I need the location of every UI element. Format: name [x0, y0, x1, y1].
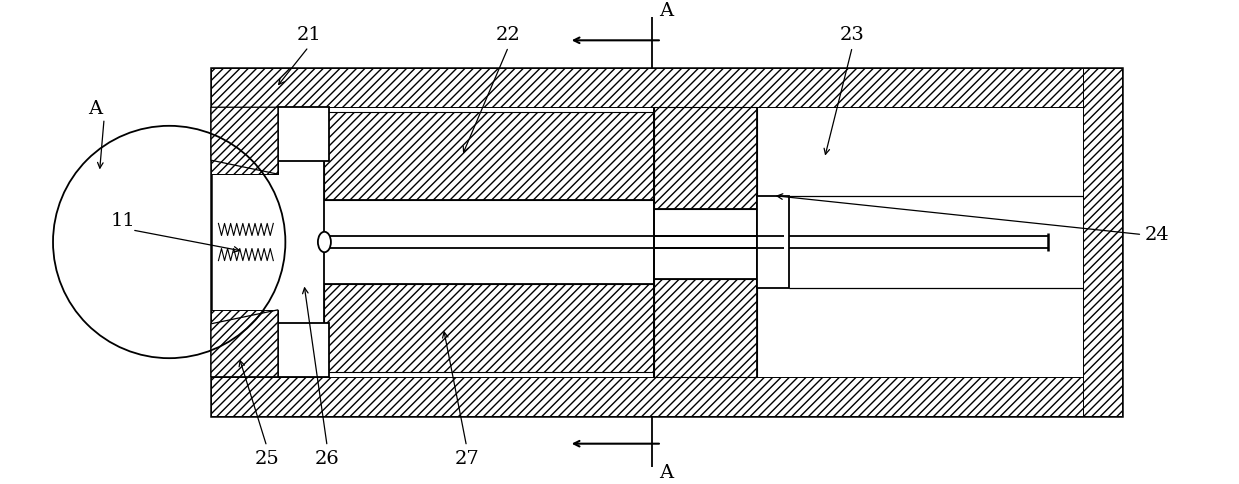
Bar: [1083, 68, 1121, 416]
Bar: [757, 196, 789, 288]
Bar: [278, 107, 330, 161]
Bar: [325, 284, 654, 372]
Text: 11: 11: [110, 212, 135, 229]
Text: 21: 21: [296, 26, 321, 44]
Text: A: A: [659, 464, 674, 482]
Polygon shape: [211, 107, 278, 174]
Bar: [211, 107, 278, 174]
Bar: [211, 377, 1121, 416]
Text: A: A: [659, 2, 674, 20]
Text: 27: 27: [455, 450, 479, 468]
Bar: [654, 279, 757, 377]
Bar: [211, 68, 1121, 416]
Ellipse shape: [318, 232, 331, 252]
Text: A: A: [88, 100, 102, 118]
Text: 23: 23: [840, 26, 865, 44]
Bar: [211, 107, 278, 174]
Bar: [211, 107, 278, 174]
Bar: [278, 323, 330, 377]
Text: 25: 25: [254, 450, 279, 468]
Bar: [325, 112, 654, 200]
Bar: [211, 310, 278, 377]
Text: 24: 24: [1145, 226, 1170, 243]
Polygon shape: [211, 310, 278, 377]
Text: 26: 26: [315, 450, 339, 468]
Text: 22: 22: [496, 26, 520, 44]
Bar: [211, 68, 1121, 107]
Bar: [654, 107, 757, 210]
